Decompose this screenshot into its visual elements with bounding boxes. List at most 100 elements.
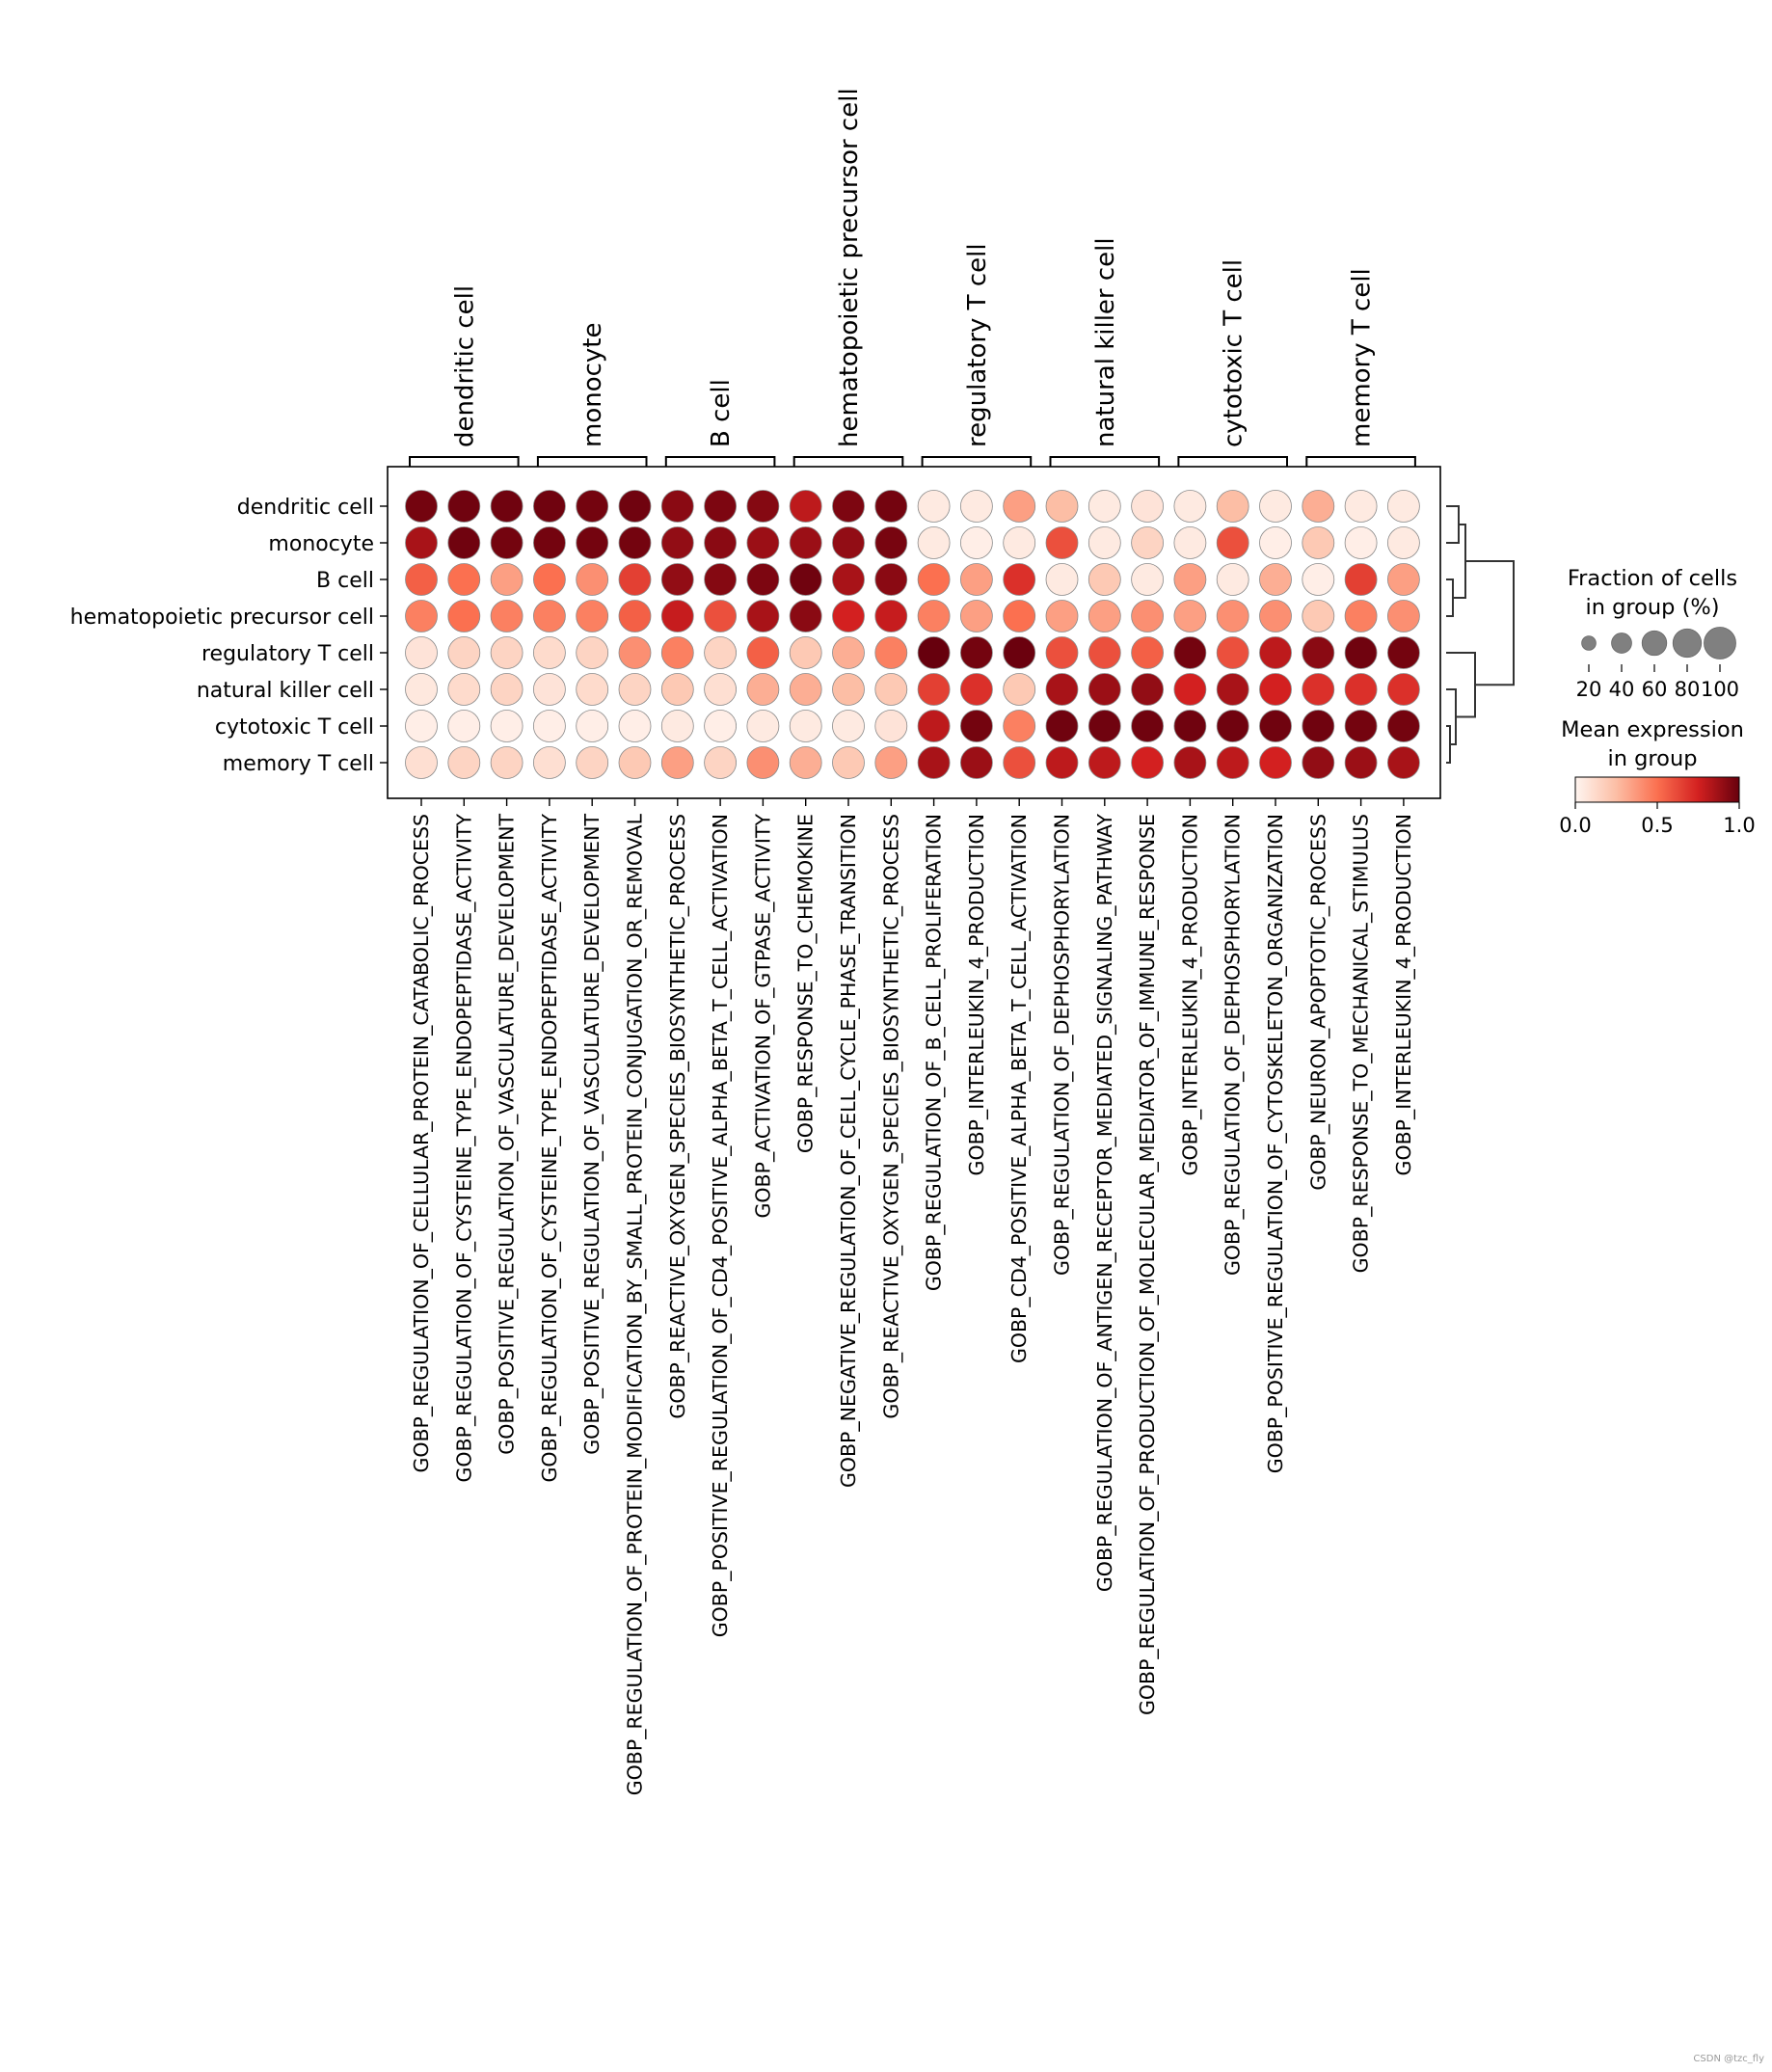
dot-r0-c15 (1045, 490, 1079, 523)
dot-r1-c1 (447, 526, 481, 559)
dot-r3-c5 (618, 600, 652, 632)
col-label: GOBP_REGULATION_OF_CELLULAR_PROTEIN_CATA… (410, 814, 434, 1473)
group-label: dendritic cell (450, 285, 479, 447)
row-label: monocyte (268, 532, 374, 556)
col-label: GOBP_REGULATION_OF_CYSTEINE_TYPE_ENDOPEP… (452, 814, 476, 1483)
dot-r6-c0 (405, 710, 438, 742)
dot-r5-c5 (618, 673, 652, 706)
dot-r7-c1 (447, 746, 481, 779)
dot-r7-c13 (960, 746, 993, 779)
dot-r1-c6 (660, 526, 694, 559)
dot-r6-c14 (1003, 710, 1036, 742)
dot-r6-c2 (490, 710, 524, 742)
dot-r4-c20 (1259, 636, 1292, 669)
dot-r7-c20 (1259, 746, 1292, 779)
group-bracket (1177, 456, 1288, 467)
colorbar-ticks: 0.0 0.5 1.0 (1559, 802, 1756, 837)
group-label: B cell (707, 379, 736, 447)
dot-r3-c0 (405, 600, 438, 632)
col-label: GOBP_NEGATIVE_REGULATION_OF_CELL_CYCLE_P… (837, 814, 861, 1488)
size-legend-label: 40 (1609, 678, 1635, 701)
dot-r0-c19 (1216, 490, 1249, 523)
dot-r4-c18 (1173, 636, 1207, 669)
dot-r2-c19 (1216, 563, 1249, 596)
dot-r7-c8 (746, 746, 780, 779)
col-label: GOBP_REGULATION_OF_ANTIGEN_RECEPTOR_MEDI… (1093, 814, 1117, 1593)
size-legend-title-line2: in group (%) (1585, 595, 1719, 620)
dot-r1-c7 (704, 526, 737, 559)
legend: Fraction of cells in group (%) 20 40 60 80 1… (1559, 566, 1755, 837)
dot-r4-c2 (490, 636, 524, 669)
dot-r5-c1 (447, 673, 481, 706)
dot-r6-c11 (874, 710, 908, 742)
dot-r4-c0 (405, 636, 438, 669)
size-legend-dot (1611, 632, 1632, 654)
dot-r2-c0 (405, 563, 438, 596)
dot-r1-c0 (405, 526, 438, 559)
dot-r7-c22 (1344, 746, 1378, 779)
col-label: GOBP_REGULATION_OF_PRODUCTION_OF_MOLECUL… (1136, 814, 1160, 1715)
size-legend-title-line1: Fraction of cells (1568, 566, 1737, 591)
size-legend-label: 100 (1701, 678, 1739, 701)
row-label: B cell (316, 569, 374, 593)
group-bracket (1049, 456, 1161, 467)
col-label: GOBP_REGULATION_OF_B_CELL_PROLIFERATION (923, 814, 947, 1291)
row-label: natural killer cell (197, 679, 374, 703)
dot-r6-c3 (533, 710, 566, 742)
dot-r3-c8 (746, 600, 780, 632)
dot-r0-c5 (618, 490, 652, 523)
dot-r5-c19 (1216, 673, 1249, 706)
dot-r1-c5 (618, 526, 652, 559)
dot-r6-c9 (789, 710, 822, 742)
col-label: GOBP_CD4_POSITIVE_ALPHA_BETA_T_CELL_ACTI… (1007, 814, 1032, 1363)
watermark: CSDN @tzc_fly (1693, 2054, 1764, 2064)
dot-r3-c23 (1387, 600, 1420, 632)
dot-r3-c16 (1087, 600, 1121, 632)
col-label: GOBP_INTERLEUKIN_4_PRODUCTION (1178, 814, 1202, 1175)
dot-r2-c13 (960, 563, 993, 596)
dot-r7-c3 (533, 746, 566, 779)
dot-r5-c11 (874, 673, 908, 706)
col-label: GOBP_RESPONSE_TO_CHEMOKINE (794, 814, 819, 1153)
dot-r6-c8 (746, 710, 780, 742)
col-label: GOBP_REACTIVE_OXYGEN_SPECIES_BIOSYNTHETI… (666, 814, 690, 1419)
group-bracket (409, 456, 520, 467)
dot-r5-c4 (576, 673, 609, 706)
dot-r4-c3 (533, 636, 566, 669)
group-label: natural killer cell (1091, 237, 1120, 447)
dot-r2-c10 (832, 563, 865, 596)
dot-r5-c7 (704, 673, 737, 706)
dot-r0-c0 (405, 490, 438, 523)
dot-r4-c17 (1131, 636, 1164, 669)
dot-r5-c2 (490, 673, 524, 706)
dot-r0-c8 (746, 490, 780, 523)
dot-r4-c1 (447, 636, 481, 669)
group-bracket (664, 456, 776, 467)
dot-r7-c2 (490, 746, 524, 779)
col-label: GOBP_REGULATION_OF_DEPHOSPHORYLATION (1051, 814, 1075, 1276)
dot-r4-c15 (1045, 636, 1079, 669)
col-label: GOBP_ACTIVATION_OF_GTPASE_ACTIVITY (751, 814, 775, 1219)
dot-r7-c0 (405, 746, 438, 779)
colorbar-label: 1.0 (1723, 814, 1755, 837)
dot-r3-c21 (1302, 600, 1335, 632)
dot-r6-c22 (1344, 710, 1378, 742)
dot-r0-c9 (789, 490, 822, 523)
size-legend-label: 60 (1642, 678, 1668, 701)
dot-r2-c16 (1087, 563, 1121, 596)
dot-r0-c1 (447, 490, 481, 523)
dot-r5-c20 (1259, 673, 1292, 706)
dot-r6-c13 (960, 710, 993, 742)
dot-r5-c17 (1131, 673, 1164, 706)
dot-r1-c23 (1387, 526, 1420, 559)
dot-r4-c6 (660, 636, 694, 669)
color-legend-title-line2: in group (1607, 746, 1697, 771)
col-label: GOBP_REACTIVE_OXYGEN_SPECIES_BIOSYNTHETI… (879, 814, 903, 1419)
dot-r5-c22 (1344, 673, 1378, 706)
dot-r6-c7 (704, 710, 737, 742)
dot-r2-c7 (704, 563, 737, 596)
dot-r0-c23 (1387, 490, 1420, 523)
dot-r5-c13 (960, 673, 993, 706)
dot-r7-c21 (1302, 746, 1335, 779)
dot-r4-c16 (1087, 636, 1121, 669)
